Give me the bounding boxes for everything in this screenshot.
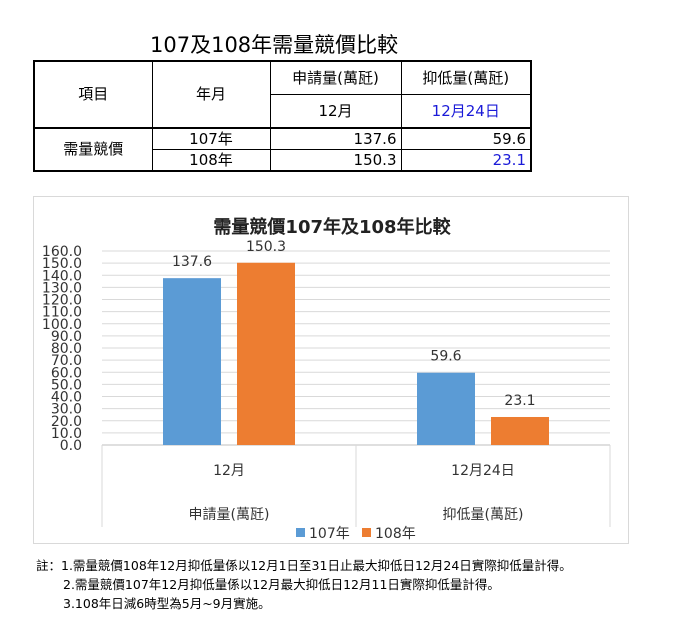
row-107-year: 107年	[151, 126, 271, 150]
x-category-label: 12月	[213, 463, 245, 479]
footnotes: 註：1.需量競價108年12月抑低量係以12月1日至31日止最大抑低日12月24…	[36, 556, 676, 613]
y-tick-label: 0.0	[60, 438, 82, 454]
legend-swatch-108年	[362, 528, 371, 537]
legend-label: 108年	[375, 526, 416, 542]
y-tick-label: 130.0	[42, 280, 82, 296]
comparison-table: 項目 年月 申請量(萬瓩) 抑低量(萬瓩) 12月 12月24日 需量競價 10…	[33, 60, 532, 172]
header-reduce: 抑低量(萬瓩)	[400, 60, 532, 95]
row-108-apply: 150.3	[269, 148, 402, 172]
y-tick-label: 20.0	[51, 414, 82, 430]
y-tick-label: 90.0	[51, 329, 82, 345]
y-tick-label: 160.0	[42, 244, 82, 260]
row-107-apply: 137.6	[269, 126, 402, 150]
bar-107年-12月24日	[417, 372, 475, 445]
data-label: 23.1	[504, 393, 535, 409]
header-month: 年月	[151, 60, 271, 129]
chart-title: 需量競價107年及108年比較	[213, 216, 451, 238]
row-108-reduce: 23.1	[400, 148, 532, 172]
data-label: 150.3	[246, 239, 286, 255]
y-tick-label: 140.0	[42, 268, 82, 284]
data-label: 137.6	[172, 254, 212, 270]
legend-swatch-107年	[296, 528, 305, 537]
y-tick-label: 100.0	[42, 317, 82, 333]
y-tick-label: 70.0	[51, 353, 82, 369]
footnote-1: 註：1.需量競價108年12月抑低量係以12月1日至31日止最大抑低日12月24…	[36, 558, 572, 573]
y-tick-label: 110.0	[42, 305, 82, 321]
y-tick-label: 150.0	[42, 256, 82, 272]
y-tick-label: 60.0	[51, 365, 82, 381]
x-category-label: 12月24日	[451, 463, 515, 479]
legend-label: 107年	[309, 526, 350, 542]
bar-108年-12月	[237, 262, 295, 445]
header-reduce-sub: 12月24日	[400, 93, 532, 129]
chart-container: 需量競價107年及108年比較 0.0 10.0 20.0 30.0 40.0 50.0 6…	[33, 196, 629, 544]
header-apply-sub: 12月	[269, 93, 402, 129]
row-107-reduce: 59.6	[400, 126, 532, 150]
bar-107年-12月	[163, 278, 221, 445]
bar-108年-12月24日	[491, 416, 549, 445]
row-108-year: 108年	[151, 148, 271, 172]
y-tick-label: 10.0	[51, 426, 82, 442]
y-tick-label: 80.0	[51, 341, 82, 357]
header-apply: 申請量(萬瓩)	[269, 60, 402, 95]
footnote-3: 3.108年日減6時型為5月~9月實施。	[63, 596, 271, 611]
data-label: 59.6	[430, 349, 461, 365]
x-group-label: 抑低量(萬瓩)	[443, 507, 524, 523]
y-tick-label: 40.0	[51, 390, 82, 406]
y-tick-label: 50.0	[51, 377, 82, 393]
header-item: 項目	[33, 60, 153, 129]
row-label: 需量競價	[33, 126, 153, 172]
bar-chart: 需量競價107年及108年比較 0.010.020.030.040.050.06…	[42, 216, 611, 542]
y-tick-label: 120.0	[42, 293, 82, 309]
x-group-label: 申請量(萬瓩)	[189, 507, 270, 523]
table-title: 107及108年需量競價比較	[150, 33, 399, 57]
footnote-2: 2.需量競價107年12月抑低量係以12月最大抑低日12月11日實際抑低量計得。	[63, 577, 500, 592]
y-tick-label: 30.0	[51, 402, 82, 418]
